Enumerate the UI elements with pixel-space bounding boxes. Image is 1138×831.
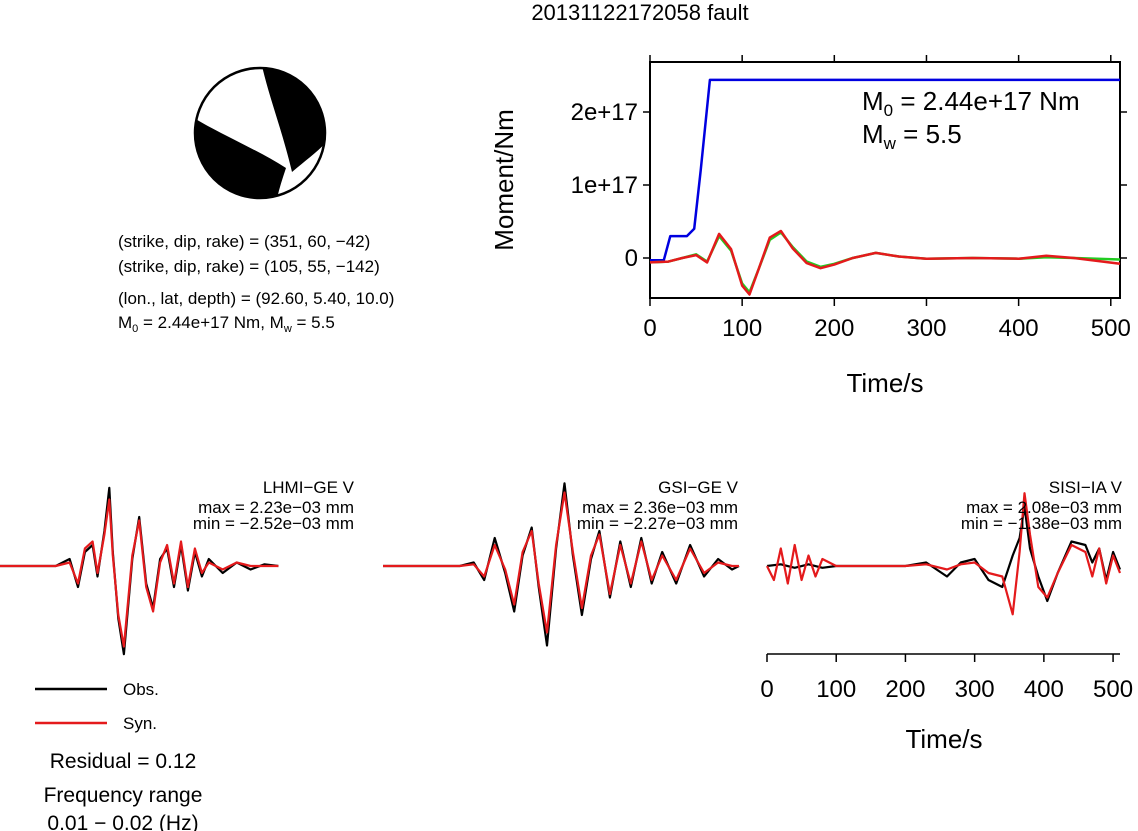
moment-plot-frame	[649, 61, 1121, 299]
frequency-range-value: 0.01 − 0.02 (Hz)	[47, 812, 198, 831]
waveform-xtick-label: 100	[816, 676, 856, 703]
frequency-range-label: Frequency range	[44, 784, 203, 807]
moment-plot-mw-annotation: Mw = 5.5	[862, 119, 962, 153]
waveform-lhmi-synthetic-trace	[0, 498, 279, 648]
waveform-lhmi-station-label: LHMI−GE V	[263, 478, 355, 497]
moment-curve	[650, 78, 1120, 262]
moment-plot: 0 1e+17 2e+17 0 100 200 300 400 500 Moment/Nm T…	[489, 55, 1131, 398]
waveform-gsi-min-label: min = −2.27e−03 mm	[577, 514, 738, 533]
moment-xtick-label: 300	[906, 315, 946, 342]
moment-rate-red	[649, 229, 1121, 296]
waveform-sisi-observed-trace	[766, 505, 1122, 603]
moment-ytick-label: 0	[625, 245, 638, 272]
moment-xtick-label: 500	[1091, 315, 1131, 342]
waveform-lhmi-max-label: max = 2.23e−03 mm	[198, 498, 354, 517]
legend-obs-label: Obs.	[123, 680, 159, 699]
moment-xtick-label: 400	[999, 315, 1039, 342]
focal-mechanism-beachball	[193, 66, 327, 200]
waveform-lhmi-min-label: min = −2.52e−03 mm	[193, 514, 354, 533]
legend-syn-label: Syn.	[123, 714, 157, 733]
moment-rate-green	[649, 231, 1121, 294]
moment-plot-m0-annotation: M0 = 2.44e+17 Nm	[862, 86, 1080, 120]
figure-title: 20131122172058 fault	[531, 0, 748, 25]
waveform-gsi-station-label: GSI−GE V	[658, 478, 738, 497]
waveform-xtick-label: 400	[1024, 676, 1064, 703]
plane2-label: (strike, dip, rake) = (105, 55, −142)	[118, 257, 380, 276]
moment-ytick-label: 1e+17	[571, 172, 638, 199]
waveform-xtick-label: 200	[885, 676, 925, 703]
moment-xtick-label: 0	[643, 315, 656, 342]
moment-xtick-label: 100	[722, 315, 762, 342]
location-label: (lon., lat, depth) = (92.60, 5.40, 10.0)	[118, 289, 394, 308]
waveform-gsi-max-label: max = 2.36e−03 mm	[582, 498, 738, 517]
moment-plot-xlabel: Time/s	[846, 368, 923, 398]
waveform-time-axis-label: Time/s	[905, 724, 982, 754]
plane1-label: (strike, dip, rake) = (351, 60, −42)	[118, 232, 370, 251]
moment-ytick-label: 2e+17	[571, 99, 638, 126]
waveform-sisi-max-label: max = 2.08e−03 mm	[966, 498, 1122, 517]
waveform-sisi-station-label: SISI−IA V	[1049, 478, 1123, 497]
waveform-sisi-min-label: min = −1.38e−03 mm	[961, 514, 1122, 533]
residual-label: Residual = 0.12	[50, 750, 197, 773]
legend: Obs. Syn.	[35, 680, 159, 733]
moment-plot-ylabel: Moment/Nm	[489, 109, 519, 251]
waveform-xtick-label: 0	[760, 676, 773, 703]
waveform-time-axis: 0 100 200 300 400 500 Time/s	[760, 653, 1133, 754]
waveform-gsi-synthetic-trace	[383, 491, 739, 634]
waveform-xtick-label: 500	[1093, 676, 1133, 703]
waveform-sisi-synthetic-trace	[766, 492, 1122, 616]
moment-xtick-label: 200	[814, 315, 854, 342]
moment-summary-label: M0 = 2.44e+17 Nm, Mw = 5.5	[118, 313, 335, 335]
waveform-xtick-label: 300	[955, 676, 995, 703]
